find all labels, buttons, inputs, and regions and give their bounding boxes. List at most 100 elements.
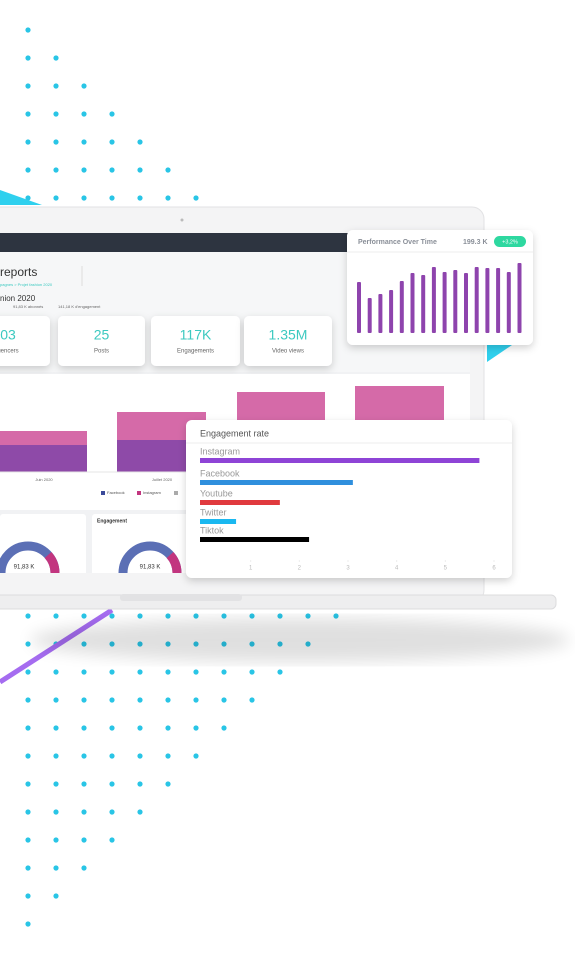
x-tick-label: 3 (346, 566, 350, 572)
dot (25, 865, 31, 871)
dot (221, 697, 227, 703)
dot (193, 697, 199, 703)
bar (506, 272, 511, 333)
dot (137, 697, 143, 703)
dot (25, 139, 31, 145)
kpi-card (0, 316, 50, 366)
dot (165, 613, 171, 619)
kpi-label: uencers (0, 349, 19, 355)
dot (249, 669, 255, 675)
dot (25, 837, 31, 843)
dot (277, 669, 283, 675)
dot (109, 697, 115, 703)
card-title: Engagement rate (200, 428, 269, 438)
dot (165, 195, 171, 201)
dot (165, 669, 171, 675)
dot (137, 613, 143, 619)
badge-text: +3,2% (502, 239, 518, 245)
dot (137, 809, 143, 815)
laptop-notch (120, 594, 242, 601)
x-tick-label: 2 (298, 566, 302, 572)
bar (200, 500, 280, 505)
dot (25, 781, 31, 787)
dot (137, 753, 143, 759)
campaign-name: nion 2020 (0, 294, 36, 303)
legend-label: Instagram (143, 490, 161, 495)
dot (25, 111, 31, 117)
dot (25, 55, 31, 61)
stat: 91,83 K abonnés (13, 304, 43, 309)
dot (165, 697, 171, 703)
dot (25, 27, 31, 33)
card (186, 420, 512, 578)
dot (25, 641, 31, 647)
panel-title: Engagement (97, 518, 127, 524)
dot (333, 613, 339, 619)
bar (200, 480, 353, 485)
bar (378, 294, 383, 333)
dot (81, 725, 87, 731)
category-label: Tiktok (200, 525, 224, 535)
dot (109, 725, 115, 731)
donut-ring (0, 541, 60, 573)
dot (305, 613, 311, 619)
kpi-row: 03 uencers 25 Posts 117K Engagements 1.35M Vide… (0, 316, 332, 366)
dot (109, 167, 115, 173)
dot (53, 669, 59, 675)
bar (421, 275, 426, 333)
kpi-value: 1.35M (269, 327, 308, 343)
dot (137, 669, 143, 675)
badge (494, 236, 526, 247)
dot (109, 753, 115, 759)
dot (81, 669, 87, 675)
dot (137, 195, 143, 201)
performance-card: Performance Over Time 199.3 K +3,2% (347, 230, 533, 345)
dot (81, 865, 87, 871)
dot (109, 195, 115, 201)
bar (442, 272, 447, 333)
dot (53, 55, 59, 61)
bar (399, 281, 404, 333)
bar (496, 268, 501, 333)
donut: 91,83 K (0, 541, 60, 573)
dot (109, 809, 115, 815)
month-label: Juin 2020 (35, 477, 53, 482)
dot (53, 139, 59, 145)
dot (53, 837, 59, 843)
dot (137, 725, 143, 731)
kpi-label: Video views (272, 349, 304, 355)
bar (453, 270, 458, 333)
decor-triangle (0, 190, 42, 205)
donut: 91,83 K (118, 541, 182, 573)
x-tick-label: 5 (444, 566, 448, 572)
kpi-card (151, 316, 240, 366)
kpi-value: 117K (180, 327, 212, 343)
dot (193, 669, 199, 675)
page-title: reports (0, 265, 37, 279)
dot (221, 669, 227, 675)
dot (193, 613, 199, 619)
dot (137, 781, 143, 787)
dot (109, 781, 115, 787)
dot (53, 111, 59, 117)
camera (180, 218, 184, 222)
legend-swatch (174, 491, 178, 495)
bar (200, 537, 310, 542)
decor-triangle (487, 345, 512, 362)
dot (53, 195, 59, 201)
kpi-label: Posts (94, 349, 109, 355)
bar (200, 519, 237, 524)
bar (431, 267, 436, 333)
dot (81, 111, 87, 117)
dot (109, 837, 115, 843)
dot (25, 697, 31, 703)
legend-swatch (137, 491, 141, 495)
decor-bar (237, 392, 325, 422)
dot (165, 167, 171, 173)
bar (367, 298, 372, 333)
dot (81, 809, 87, 815)
category-label: Facebook (200, 468, 240, 478)
dot (81, 83, 87, 89)
